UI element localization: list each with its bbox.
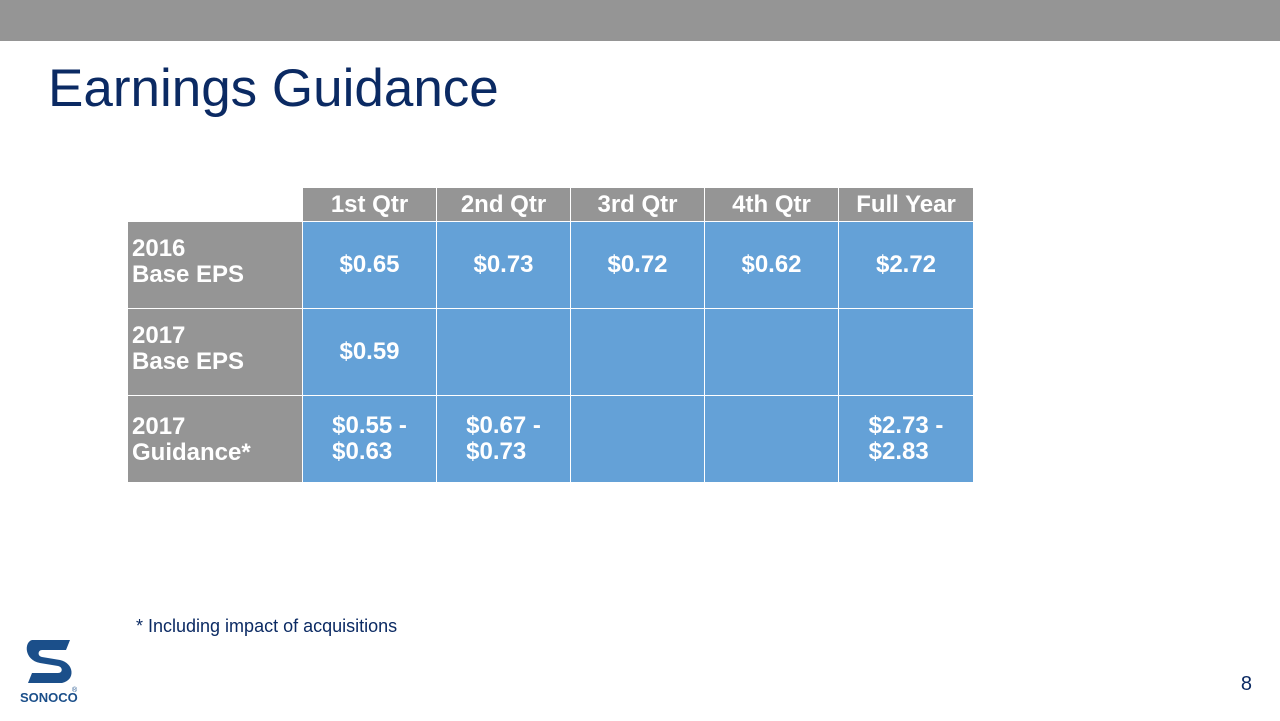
table-cell: $0.67 - $0.73	[437, 396, 570, 482]
table-cell	[839, 309, 973, 395]
table-cell	[571, 309, 704, 395]
page-title: Earnings Guidance	[48, 59, 499, 118]
table-cell: $0.59	[303, 309, 436, 395]
table-cell: $0.72	[571, 222, 704, 308]
table-cell	[705, 309, 838, 395]
row-label: 2017 Base EPS	[128, 309, 302, 395]
table-cell	[437, 309, 570, 395]
table-cell	[571, 396, 704, 482]
table-cell: $0.55 - $0.63	[303, 396, 436, 482]
table-cell: $0.65	[303, 222, 436, 308]
table-corner	[128, 188, 302, 221]
table-cell: $2.72	[839, 222, 973, 308]
top-bar	[0, 0, 1280, 41]
table-cell	[705, 396, 838, 482]
sonoco-logo-icon: SONOCO ®	[20, 640, 78, 705]
table-cell: $2.73 - $2.83	[839, 396, 973, 482]
footnote: * Including impact of acquisitions	[136, 616, 398, 636]
col-header: 1st Qtr	[303, 188, 436, 221]
col-header: 2nd Qtr	[437, 188, 570, 221]
page-number: 8	[1240, 673, 1252, 695]
col-header: Full Year	[839, 188, 973, 221]
eps-table: 1st Qtr 2nd Qtr 3rd Qtr 4th Qtr Full Yea…	[128, 188, 973, 482]
col-header: 4th Qtr	[705, 188, 838, 221]
row-label: 2016 Base EPS	[128, 222, 302, 308]
row-label: 2017 Guidance*	[128, 396, 302, 482]
table-cell: $0.62	[705, 222, 838, 308]
svg-text:®: ®	[72, 686, 78, 694]
table-cell: $0.73	[437, 222, 570, 308]
logo-text: SONOCO	[20, 690, 78, 705]
col-header: 3rd Qtr	[571, 188, 704, 221]
